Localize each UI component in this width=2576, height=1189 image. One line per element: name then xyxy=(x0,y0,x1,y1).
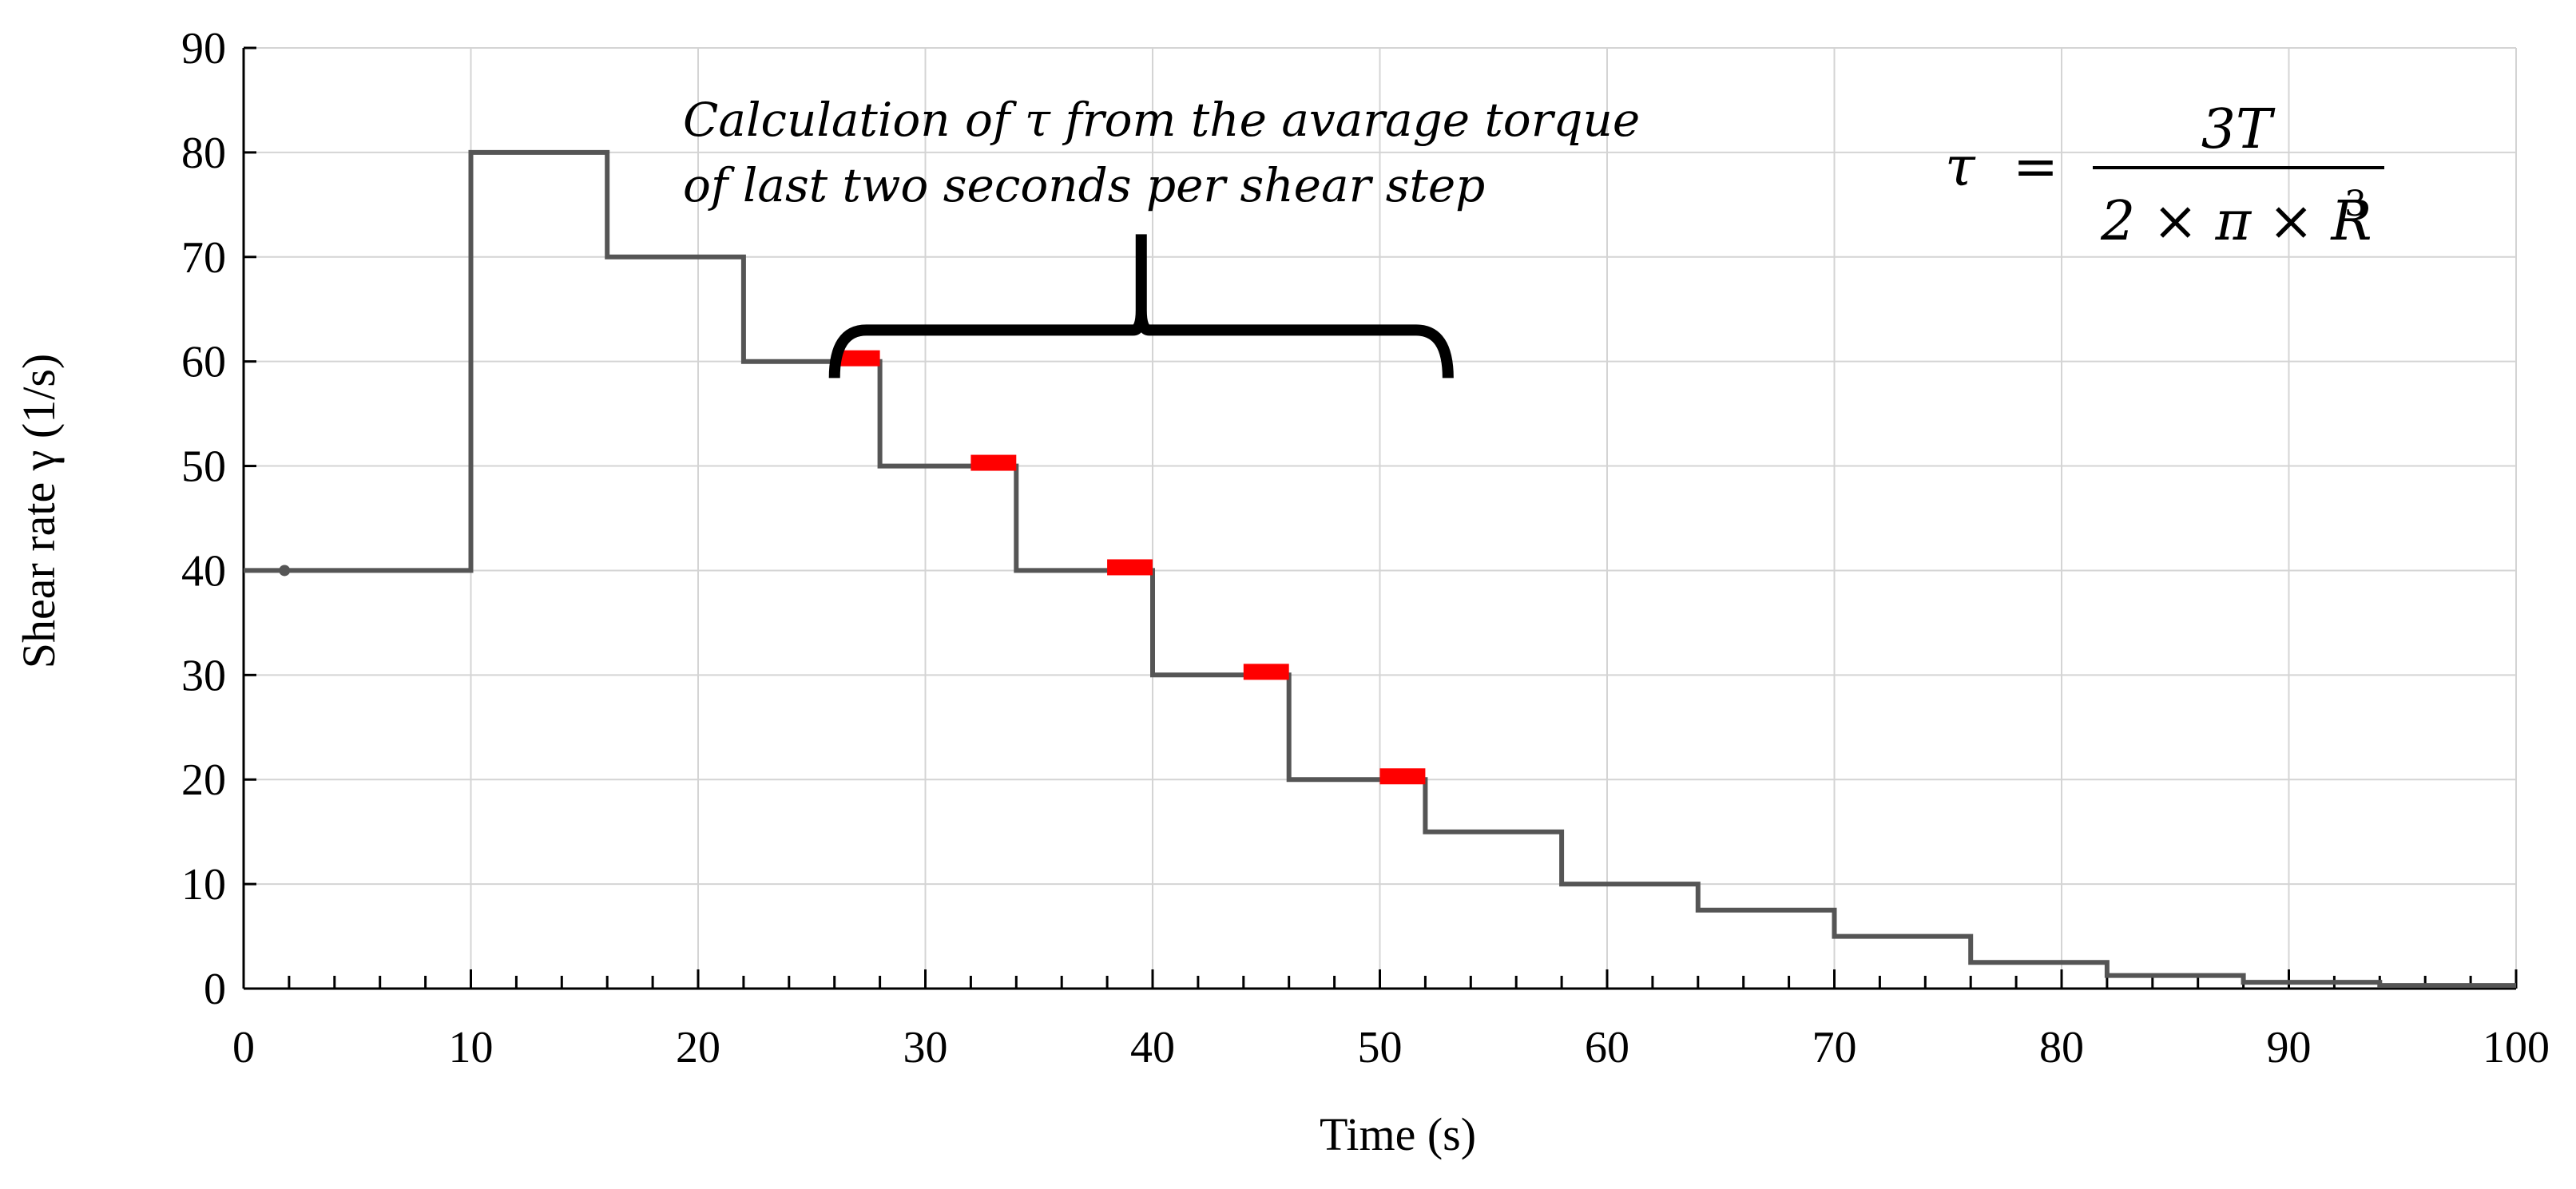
x-tick-label-100: 100 xyxy=(2483,1023,2550,1072)
brace-path xyxy=(828,234,1454,378)
x-tick-label-30: 30 xyxy=(903,1023,948,1072)
x-tick-label-50: 50 xyxy=(1358,1023,1403,1072)
avg-segment-5 xyxy=(1379,768,1426,785)
x-axis-title: Time (s) xyxy=(1320,1108,1476,1160)
x-tick-label-10: 10 xyxy=(449,1023,494,1072)
x-tick-label-60: 60 xyxy=(1585,1023,1629,1072)
avg-segment-2 xyxy=(970,454,1017,471)
y-tick-label-40: 40 xyxy=(181,546,226,596)
y-axis-title: Shear rate γ (1/s) xyxy=(13,354,65,668)
formula-exponent: 3 xyxy=(2344,184,2367,224)
brace xyxy=(828,234,1454,378)
formula-equals: = xyxy=(2013,136,2058,199)
formula-numerator: 3T xyxy=(2201,98,2276,161)
series-layer xyxy=(244,149,2516,989)
formula: τ = 3T 2 × π × R 3 xyxy=(1945,98,2384,253)
y-tick-label-60: 60 xyxy=(181,338,226,387)
avg-segment-3 xyxy=(1107,559,1153,576)
series-start-marker xyxy=(279,565,291,577)
formula-lhs: τ xyxy=(1945,136,1976,199)
averaging-segments xyxy=(834,350,1426,785)
y-tick-label-0: 0 xyxy=(204,965,226,1014)
y-tick-label-20: 20 xyxy=(181,755,226,805)
avg-segment-1 xyxy=(834,350,880,367)
series-line-0 xyxy=(244,149,2516,989)
x-tick-label-20: 20 xyxy=(676,1023,720,1072)
x-tick-label-90: 90 xyxy=(2267,1023,2312,1072)
annotation-line-1: Calculation of τ from the avarage torque xyxy=(683,93,1640,147)
y-tick-label-10: 10 xyxy=(181,860,226,910)
annotation-line-2: of last two seconds per shear step xyxy=(683,158,1485,212)
y-tick-label-70: 70 xyxy=(181,233,226,283)
x-tick-label-80: 80 xyxy=(2039,1023,2084,1072)
y-tick-label-90: 90 xyxy=(181,24,226,73)
avg-segment-4 xyxy=(1243,664,1289,680)
y-tick-label-80: 80 xyxy=(181,129,226,178)
ticks: 0 10 20 30 40 50 60 70 80 90 100 0 10 20 30 40 50 60 70 80 9… xyxy=(181,24,2550,1072)
x-tick-label-0: 0 xyxy=(232,1023,255,1072)
x-tick-label-70: 70 xyxy=(1812,1023,1857,1072)
formula-denominator: 2 × π × R xyxy=(2100,190,2372,253)
x-tick-label-40: 40 xyxy=(1130,1023,1175,1072)
grid xyxy=(244,47,2517,989)
y-tick-label-50: 50 xyxy=(181,442,226,492)
y-tick-label-30: 30 xyxy=(181,651,226,700)
